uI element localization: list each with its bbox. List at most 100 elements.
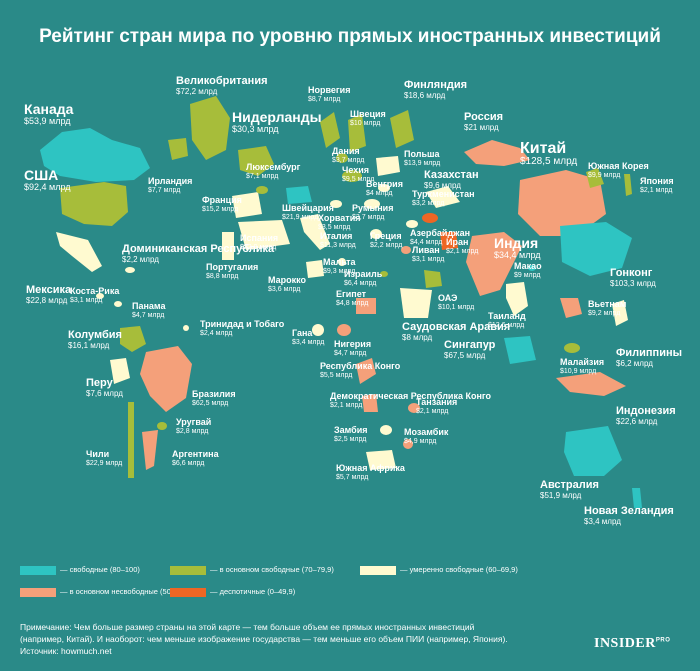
country-0-shape (40, 128, 150, 182)
country-29-shape (376, 156, 400, 176)
country-0-name: Канада (24, 101, 74, 117)
country-33-name: Россия (464, 111, 504, 123)
country-31-name: Румыния (352, 203, 394, 213)
country-59-shape (337, 324, 351, 336)
country-21-value: $11,3 млрд (320, 241, 356, 249)
country-4-label: Панама $4,7 млрд (132, 301, 166, 319)
country-3-value: $3,1 млрд (70, 296, 103, 304)
country-8-label: Перу $7,6 млрд (86, 377, 123, 399)
country-30-value: $4 млрд (366, 189, 393, 197)
country-21-name: Италия (320, 231, 353, 241)
country-54-label: Сингапур $67,5 млрд (444, 339, 495, 361)
country-65-value: $5,7 млрд (336, 473, 369, 481)
country-4-name: Панама (132, 301, 166, 311)
country-55-label: Индонезия $22,6 млрд (616, 405, 676, 427)
country-55-shape (556, 372, 626, 396)
country-11-shape (128, 402, 134, 478)
country-7-name: Колумбия (68, 329, 122, 341)
country-6-shape (183, 325, 189, 331)
country-40-value: $4,8 млрд (336, 299, 369, 307)
country-52-value: $6,2 млрд (616, 358, 653, 368)
country-41-label: Марокко $3,6 млрд (268, 275, 306, 293)
footnote: Примечание: Чем больше размер страны на … (20, 621, 580, 657)
country-63-name: Замбия (334, 425, 368, 435)
country-24-name: Норвегия (308, 85, 351, 95)
country-17-label: Португалия $8,8 млрд (206, 262, 258, 280)
country-38-label: Ливан $3,1 млрд (412, 245, 444, 263)
country-38-shape (401, 246, 411, 254)
country-29-value: $13,9 млрд (404, 159, 441, 167)
country-45-shape (466, 232, 522, 296)
country-14-value: $7,7 млрд (148, 186, 181, 194)
country-21-label: Италия $11,3 млрд (320, 231, 356, 249)
country-14-shape (168, 138, 188, 160)
country-13-name: Великобритания (176, 75, 268, 87)
country-21-shape (300, 214, 330, 250)
country-50-shape (506, 282, 528, 316)
country-8-name: Перу (86, 377, 113, 389)
country-17-value: $8,8 млрд (206, 272, 239, 280)
country-9-label: Бразилия $62,5 млрд (192, 389, 236, 407)
country-56-value: $51,9 млрд (540, 490, 582, 500)
country-49-shape (624, 174, 632, 196)
legend-label-repressed: — деспотичные (0–49,9) (210, 587, 296, 596)
country-48-name: Южная Корея (588, 161, 649, 171)
country-32-label: Греция $2,2 млрд (370, 231, 402, 249)
country-11-label: Чили $22,9 млрд (86, 449, 122, 467)
country-4-value: $4,7 млрд (132, 311, 165, 319)
country-39-label: Израиль $6,4 млрд (344, 269, 382, 287)
country-4-shape (114, 301, 122, 307)
legend-item-free: — свободные (80–100) (20, 565, 140, 575)
country-35-label: Туркменистан $3,2 млрд (412, 189, 475, 207)
country-46-label: Макао $9 млрд (514, 261, 542, 279)
country-23-label: Хорватия $3,5 млрд (318, 213, 361, 231)
legend-swatch-free (20, 565, 56, 575)
country-51-name: Вьетнам (588, 299, 627, 309)
legend-label-mostly_free: — в основном свободные (70–79,9) (210, 565, 334, 574)
country-30-shape (378, 184, 390, 192)
country-13-shape (190, 96, 230, 160)
country-51-value: $9,2 млрд (588, 309, 621, 317)
country-24-label: Норвегия $8,7 млрд (308, 85, 351, 103)
country-18-name: Нидерланды (232, 109, 322, 125)
country-42-value: $10,1 млрд (438, 303, 475, 311)
country-41-shape (306, 260, 324, 278)
country-17-shape (222, 232, 234, 260)
country-51-shape (560, 298, 582, 318)
country-39-value: $6,4 млрд (344, 279, 377, 287)
country-54-value: $67,5 млрд (444, 350, 486, 360)
country-3-shape (96, 293, 104, 299)
legend-label-free: — свободные (80–100) (60, 565, 140, 574)
legend-swatch-moderately_free (360, 565, 396, 575)
country-16-name: Испания (240, 233, 279, 243)
country-47-name: Гонконг (610, 267, 653, 279)
country-51-label: Вьетнам $9,2 млрд (588, 299, 627, 317)
country-11-name: Чили (86, 449, 110, 459)
country-53-label: Малайзия $10,9 млрд (560, 357, 604, 375)
brand-logo: INSIDERPRO (594, 636, 670, 652)
legend-label-moderately_free: — умеренно свободные (60–69,9) (400, 565, 518, 574)
legend-swatch-mostly_unfree (20, 587, 56, 597)
country-45-label: Индия $34,4 млрд (494, 235, 541, 261)
legend-label-mostly_unfree: — в основном несвободные (50–59,9) (60, 587, 193, 596)
country-20-value: $21,9 млрд (282, 213, 319, 221)
country-60-name: Республика Конго (320, 361, 401, 371)
country-41-value: $3,6 млрд (268, 285, 301, 293)
country-24-value: $8,7 млрд (308, 95, 341, 103)
country-22-label: Мальта $9,3 млрд (323, 257, 355, 275)
country-23-name: Хорватия (318, 213, 361, 223)
country-35-value: $3,2 млрд (412, 199, 445, 207)
legend: — свободные (80–100) — в основном свободн… (20, 565, 680, 605)
country-26-name: Финляндия (404, 79, 468, 91)
country-65-name: Южная Африка (336, 463, 405, 473)
country-9-name: Бразилия (192, 389, 236, 399)
country-15-name: Франция (202, 195, 242, 205)
country-62-shape (408, 403, 420, 413)
country-36-label: Азербайджан $4,4 млрд (410, 228, 470, 246)
country-31-label: Румыния $3,7 млрд (352, 203, 394, 221)
note-line-2: (например, Китай). И наоборот: чем меньш… (20, 634, 508, 644)
country-14-label: Ирландия $7,7 млрд (148, 176, 192, 194)
country-23-value: $3,5 млрд (318, 223, 351, 231)
country-31-value: $3,7 млрд (352, 213, 385, 221)
